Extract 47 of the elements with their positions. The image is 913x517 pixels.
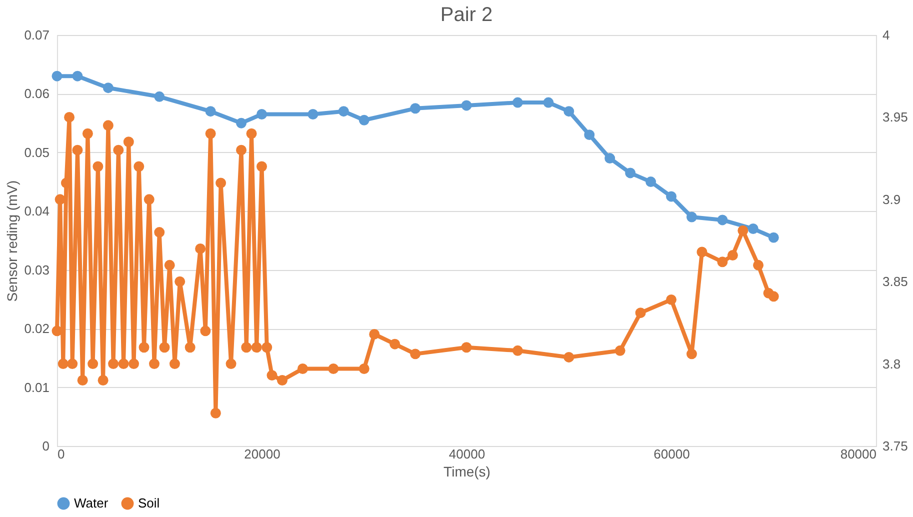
point	[102, 82, 114, 94]
point	[338, 106, 349, 117]
x-tick-label: 80000	[840, 446, 876, 462]
y-tick-label: 0.02	[24, 321, 50, 336]
y2-tick-label: 3.9	[882, 192, 901, 207]
y2-tick-label: 3.75	[882, 438, 908, 454]
y2-tick-label: 3.8	[882, 356, 901, 372]
point	[604, 153, 616, 164]
point	[646, 176, 656, 188]
y-tick-label: 0.01	[24, 380, 50, 395]
chart-title: Pair 2	[440, 4, 493, 26]
x-tick-label: 40000	[448, 446, 486, 462]
point	[768, 232, 779, 243]
point	[584, 130, 595, 140]
point	[625, 168, 636, 178]
point	[358, 114, 370, 126]
point	[72, 70, 83, 82]
point	[154, 91, 165, 102]
point	[686, 212, 697, 222]
point	[308, 109, 318, 120]
point	[236, 118, 247, 128]
x-tick-label: 20000	[244, 446, 280, 462]
legend-label: Soil	[138, 496, 160, 511]
x-tick-label: 60000	[654, 446, 690, 462]
y-axis-title: Sensor reding (mV)	[4, 180, 20, 302]
point	[205, 106, 216, 117]
y-tick-label: 0.05	[24, 144, 50, 160]
y2-tick-label: 3.95	[882, 110, 908, 125]
point	[512, 97, 523, 108]
point	[52, 70, 62, 82]
y-tick-label: 0.07	[24, 28, 50, 42]
point	[543, 97, 554, 108]
x-axis-title: Time(s)	[444, 464, 490, 480]
y-tick-label: 0.04	[24, 204, 50, 219]
y2-tick-label: 4	[882, 28, 890, 42]
point	[256, 109, 267, 120]
y2-tick-label: 3.85	[882, 274, 908, 290]
legend-label: Water	[74, 496, 109, 511]
point	[461, 100, 472, 111]
point	[748, 224, 758, 234]
y-tick-label: 0.06	[24, 86, 50, 102]
point	[564, 106, 574, 117]
point	[717, 214, 728, 226]
point	[666, 191, 676, 202]
point	[410, 103, 421, 114]
x-tick-label: 0	[58, 446, 65, 462]
y-tick-label: 0.03	[24, 262, 50, 278]
